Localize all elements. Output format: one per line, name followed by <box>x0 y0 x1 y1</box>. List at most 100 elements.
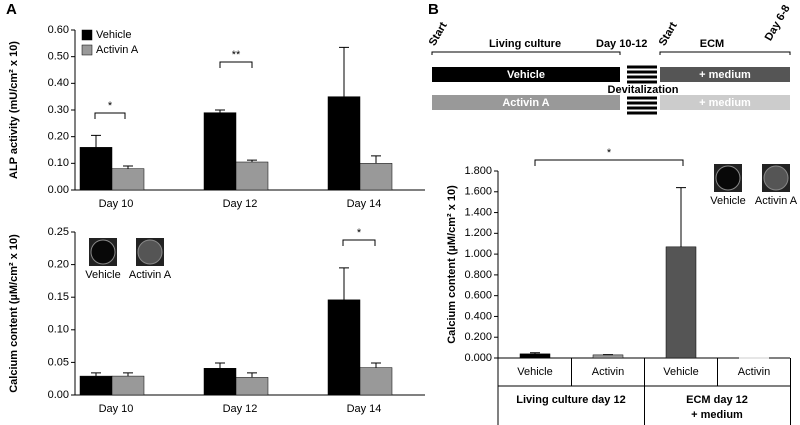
significance-label: * <box>108 100 113 112</box>
image-label: Activin A <box>755 195 798 207</box>
y-tick-label: 1.200 <box>464 227 492 239</box>
y-tick-label: 1.000 <box>464 248 492 260</box>
group-label: ECM day 12 <box>686 394 748 406</box>
diagram-label: Day 6-8 <box>763 3 793 43</box>
error-bar <box>247 159 257 162</box>
bar <box>79 147 113 191</box>
chart: 0.000 0.200 0.400 0.600 0.800 1.000 1.200 1.400… <box>446 147 798 425</box>
chart: 0.00 0.10 0.20 0.30 0.40 0.50 0.60 ALP activity… <box>8 24 425 210</box>
legend-label: Vehicle <box>96 29 131 41</box>
y-tick-label: 1.600 <box>464 186 492 198</box>
y-tick-label: 1.400 <box>464 206 492 218</box>
y-tick-label: 0.20 <box>48 259 69 271</box>
significance-label: * <box>607 147 612 159</box>
legend-swatch <box>81 44 93 56</box>
diagram-label: + medium <box>699 97 751 109</box>
bar-box <box>660 95 790 110</box>
x-tick-label: Day 12 <box>223 198 258 210</box>
error-bar <box>339 267 349 300</box>
x-tick-label: Activin <box>592 366 624 378</box>
x-tick-label: Day 12 <box>223 403 258 415</box>
bar <box>327 299 361 396</box>
y-tick-label: 0.05 <box>48 356 69 368</box>
significance-bracket <box>534 159 684 166</box>
y-axis-label: Calcium content (µM/cm² x 10) <box>446 185 458 344</box>
legend-swatch <box>81 29 93 41</box>
diagram-label: Start <box>657 20 680 48</box>
y-tick-label: 0.400 <box>464 310 492 322</box>
diagram-label: Living culture <box>489 38 561 50</box>
error-bar <box>123 165 133 169</box>
y-tick-label: 0.600 <box>464 290 492 302</box>
group-label: + medium <box>691 409 743 421</box>
bar <box>359 163 393 191</box>
significance-bracket <box>94 112 126 119</box>
image-label: Vehicle <box>85 269 120 281</box>
timeline-diagram: Start Living culture Day 10-12 Start ECM… <box>427 3 793 115</box>
bar <box>203 368 237 396</box>
y-axis-label: ALP activity (mU/cm² x 10) <box>8 41 20 179</box>
bar <box>111 168 145 191</box>
bar <box>235 377 269 396</box>
bar <box>203 112 237 191</box>
significance-bracket <box>219 61 253 68</box>
significance-bracket <box>342 239 376 246</box>
y-tick-label: 0.40 <box>48 77 69 89</box>
y-tick-label: 0.30 <box>48 104 69 116</box>
bar <box>665 246 697 359</box>
bar <box>359 367 393 396</box>
x-tick-label: Day 10 <box>99 198 134 210</box>
y-tick-label: 0.00 <box>48 389 69 401</box>
y-tick-label: 0.000 <box>464 352 492 364</box>
bar-box <box>660 67 790 82</box>
y-tick-label: 0.10 <box>48 157 69 169</box>
y-tick-label: 0.10 <box>48 324 69 336</box>
y-tick-label: 0.50 <box>48 51 69 63</box>
chart: 0.00 0.05 0.10 0.15 0.20 0.25 Calcium content … <box>8 226 425 415</box>
bracket <box>431 51 791 55</box>
x-tick-label: Activin <box>738 366 770 378</box>
significance-label: ** <box>232 49 241 61</box>
x-tick-label: Day 14 <box>347 403 382 415</box>
image-label: Vehicle <box>710 195 745 207</box>
x-tick-label: Day 14 <box>347 198 382 210</box>
diagram-label: Devitalization <box>608 84 679 96</box>
diagram-label: Start <box>427 20 450 48</box>
group-label: Living culture day 12 <box>516 394 625 406</box>
error-bar <box>91 134 101 148</box>
y-tick-label: 0.00 <box>48 184 69 196</box>
well-image <box>763 165 789 191</box>
diagram-label: ECM <box>700 38 724 50</box>
x-tick-label: Vehicle <box>517 366 552 378</box>
well-image <box>715 165 741 191</box>
bar <box>111 375 145 396</box>
y-tick-label: 0.60 <box>48 24 69 36</box>
error-bar <box>371 155 381 164</box>
well-image <box>137 239 163 265</box>
legend-label: Activin A <box>96 44 139 56</box>
bar <box>235 161 269 191</box>
well-image <box>90 239 116 265</box>
error-bar <box>530 352 540 354</box>
error-bar <box>91 372 101 377</box>
diagram-label: Activin A <box>502 97 549 109</box>
y-tick-label: 0.25 <box>48 226 69 238</box>
panel-label: A <box>6 1 17 18</box>
bar <box>327 96 361 191</box>
error-bar <box>123 372 133 377</box>
y-axis-label: Calcium content (µM/cm² x 10) <box>8 234 20 393</box>
diagram-label: Vehicle <box>507 69 545 81</box>
bar-box <box>432 67 620 82</box>
error-bar <box>676 187 686 247</box>
error-bar <box>247 372 257 378</box>
bar-box <box>432 95 620 110</box>
bar <box>79 375 113 396</box>
x-tick-label: Vehicle <box>663 366 698 378</box>
error-bar <box>215 362 225 369</box>
bar <box>592 354 624 359</box>
y-tick-label: 0.20 <box>48 131 69 143</box>
significance-label: * <box>357 227 362 239</box>
x-tick-label: Day 10 <box>99 403 134 415</box>
y-tick-label: 1.800 <box>464 165 492 177</box>
